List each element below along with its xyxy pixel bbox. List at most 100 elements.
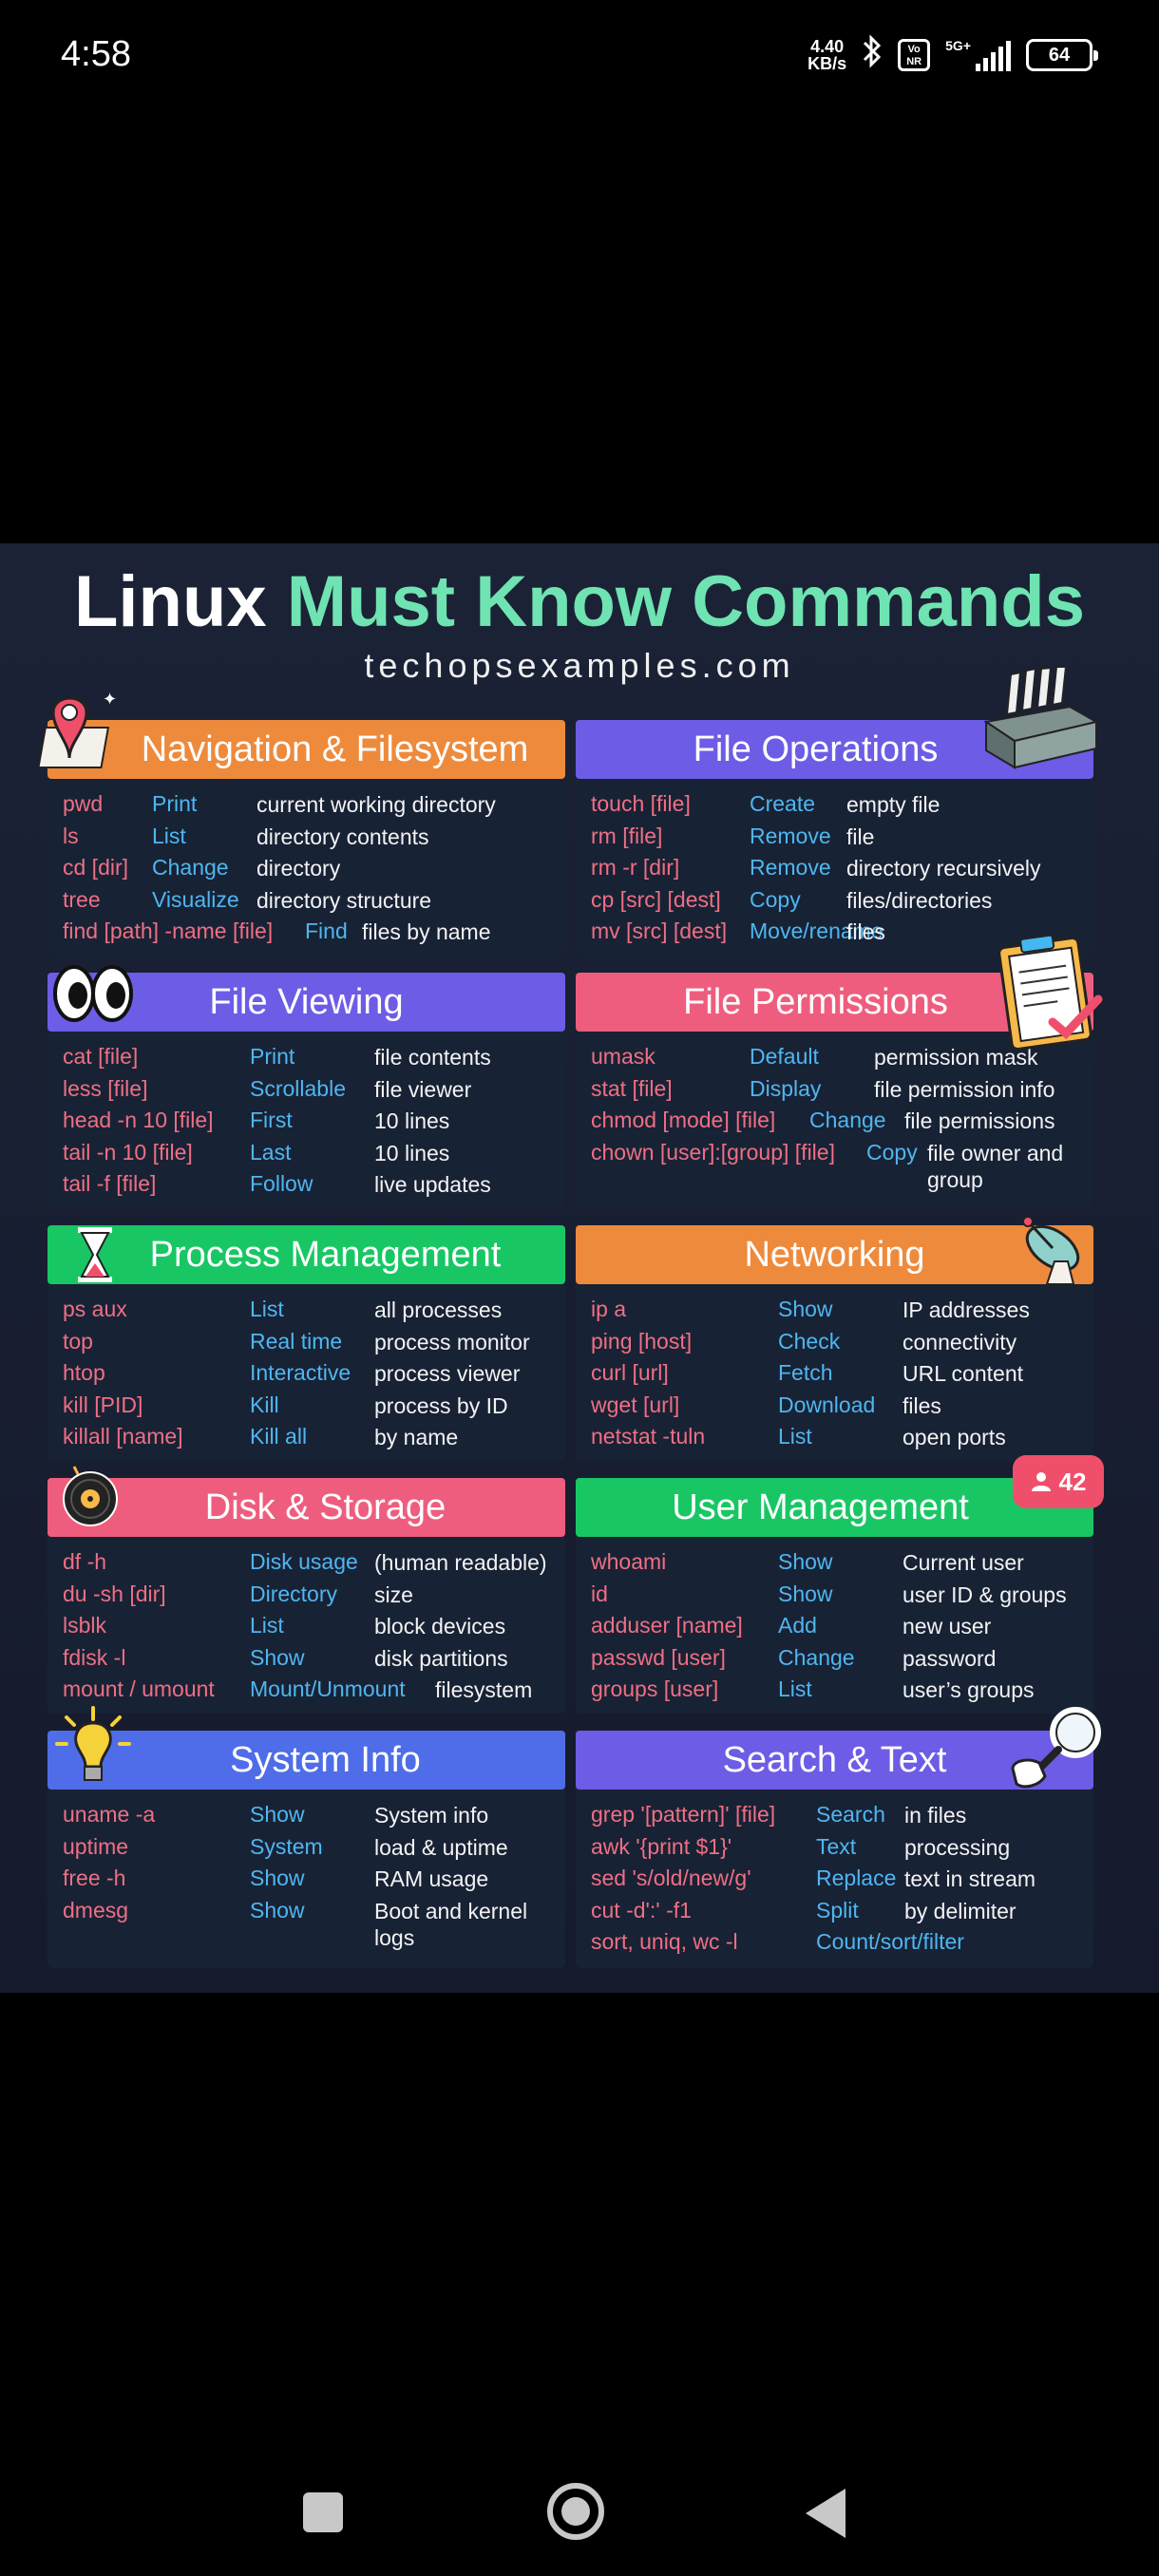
action-text: List [250,1297,284,1321]
command-text: umask [591,1044,656,1069]
command-row: fdisk -l Show disk partitions [63,1642,550,1675]
command-text: groups [user] [591,1676,719,1701]
action-text: Follow [250,1171,314,1196]
status-time: 4:58 [61,34,131,74]
description-text: files by name [362,919,491,944]
command-row: cat [file] Print file contents [63,1041,550,1073]
command-row: dmesg Show Boot and kernel logs [63,1895,550,1951]
command-row: ip a Show IP addresses [591,1294,1078,1326]
command-text: grep '[pattern]' [file] [591,1802,776,1827]
network-speed-value: 4.40 [810,37,845,56]
action-text: Show [250,1866,305,1890]
notification-badge[interactable]: 42 [1013,1455,1104,1508]
section-title: File Operations [693,729,939,769]
action-text: First [250,1108,293,1132]
command-row: lsblk List block devices [63,1610,550,1642]
action-text: System [250,1833,323,1859]
action-text: Show [778,1297,833,1321]
command-row: killall [name] Kill all by name [63,1421,550,1453]
description-text: process by ID [374,1392,508,1418]
description-text: directory [256,856,341,881]
section-title: Networking [744,1234,925,1275]
file-cabinet-icon [983,666,1099,769]
back-button[interactable] [806,2489,846,2538]
home-button[interactable] [547,2483,604,2540]
description-text: RAM usage [374,1866,489,1891]
section-rows: pwd Print current working directory ls List d… [48,779,565,956]
section-rows: touch [file] Create empty file rm [file] Rem… [576,779,1093,956]
action-text: Kill all [250,1424,308,1449]
description-text: IP addresses [902,1297,1030,1322]
description-text: user ID & groups [902,1582,1067,1607]
command-row: pwd Print current working directory [63,788,550,821]
recent-apps-button[interactable] [303,2492,343,2532]
command-text: curl [url] [591,1360,669,1385]
command-row: free -h Show RAM usage [63,1863,550,1895]
command-text: uptime [63,1833,129,1859]
command-text: id [591,1581,608,1606]
action-text: Download [778,1392,876,1417]
command-text: du -sh [dir] [63,1581,166,1606]
section-title: User Management [672,1487,969,1527]
description-text: file permission info [874,1076,1055,1102]
action-text: Kill [250,1392,279,1417]
action-text: Count/sort/filter [816,1929,964,1954]
command-row: kill [PID] Kill process by ID [63,1390,550,1422]
command-row: less [file] Scrollable file viewer [63,1073,550,1106]
command-row: netstat -tuln List open ports [591,1421,1078,1453]
action-text: Scrollable [250,1075,346,1101]
command-row: grep '[pattern]' [file] Search in files [591,1799,1078,1831]
section-rows: ps aux List all processes top Real time proce… [48,1284,565,1461]
user-icon [1031,1472,1051,1491]
action-text: Add [778,1613,817,1638]
map-pin-icon: ✦ [37,690,117,768]
description-text: file owner and group [927,1140,1064,1192]
action-text: Split [816,1897,859,1923]
description-text: disk partitions [374,1645,508,1671]
action-text: Print [250,1044,295,1069]
command-text: cut -d':' -f1 [591,1897,692,1923]
action-text: Disk usage [250,1549,358,1574]
command-text: tail -n 10 [file] [63,1139,193,1165]
action-text: Move/rename [750,919,884,943]
section-title: System Info [230,1739,421,1780]
command-row: ls List directory contents [63,821,550,853]
command-row: ping [host] Check connectivity [591,1326,1078,1358]
section-header: Disk & Storage [48,1478,565,1537]
command-text: head -n 10 [file] [63,1108,214,1132]
action-text: Replace [816,1866,897,1890]
action-text: Show [250,1802,305,1827]
command-text: less [file] [63,1075,148,1101]
description-text: file viewer [374,1076,472,1102]
section-title: Search & Text [722,1739,947,1780]
command-text: kill [PID] [63,1392,143,1417]
command-row: find [path] -name [file] Find files by nam… [63,916,550,948]
linux-commands-infographic[interactable]: Linux Must Know Commands techopsexamples… [0,543,1159,1993]
description-text: process monitor [374,1329,530,1354]
description-text: size [374,1582,413,1607]
action-text: Fetch [778,1360,833,1385]
command-row: cut -d':' -f1 Split by delimiter [591,1895,1078,1927]
section-header: File Viewing [48,973,565,1032]
description-text: file permissions [904,1108,1055,1133]
command-row: stat [file] Display file permission info [591,1073,1078,1106]
section-rows: cat [file] Print file contents less [file] S… [48,1032,565,1208]
status-icons: 4.40 KB/s Vo NR 5G+ 64 [808,34,1098,76]
section-title: Disk & Storage [204,1487,446,1527]
command-row: rm -r [dir] Remove directory recursively [591,852,1078,884]
action-text: Copy [866,1139,918,1165]
section-rows: df -h Disk usage (human readable) du -sh [d… [48,1537,565,1714]
eyes-icon [53,965,133,1022]
command-text: ping [host] [591,1328,693,1354]
svg-text:✦: ✦ [103,690,117,709]
network-speed: 4.40 KB/s [808,38,846,72]
command-text: whoami [591,1549,667,1574]
action-text: Remove [750,855,831,880]
command-text: wget [url] [591,1392,680,1417]
magnifier-icon [1011,1707,1101,1789]
description-text: current working directory [256,792,496,817]
command-row: groups [user] List user’s groups [591,1674,1078,1706]
section-rows: ip a Show IP addresses ping [host] Check conn… [576,1284,1093,1461]
network-speed-unit: KB/s [808,54,847,73]
description-text: in files [904,1803,967,1828]
